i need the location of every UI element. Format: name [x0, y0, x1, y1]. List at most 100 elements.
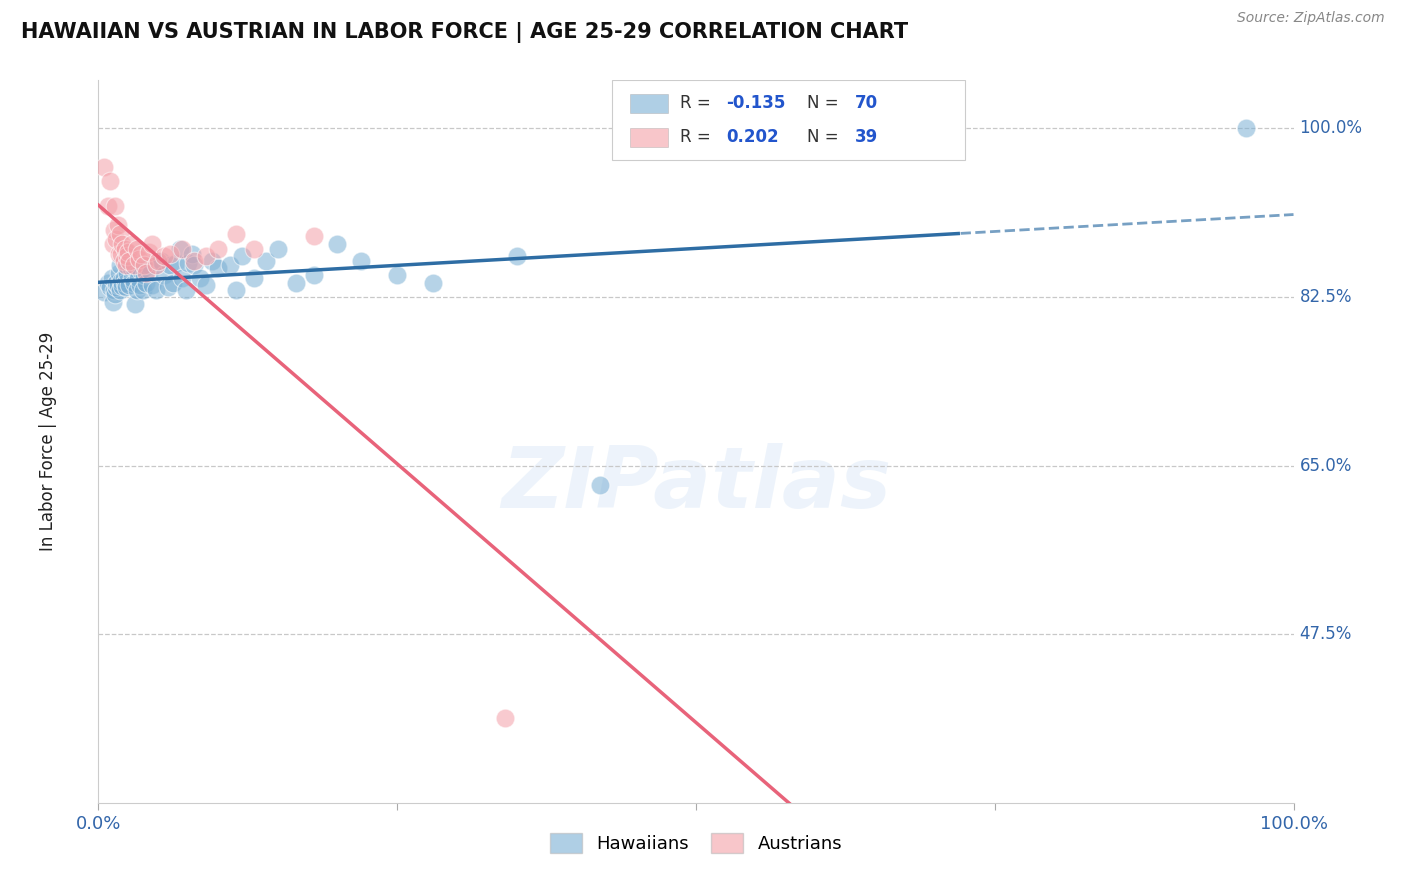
Point	[169, 242, 191, 256]
Point	[149, 254, 172, 268]
Point	[104, 287, 127, 301]
Point	[302, 268, 325, 282]
Point	[225, 283, 247, 297]
Point	[111, 279, 134, 293]
Point	[131, 264, 153, 278]
Point	[148, 254, 170, 268]
Point	[207, 242, 229, 256]
Point	[174, 283, 197, 297]
Point	[141, 237, 163, 252]
Point	[422, 276, 444, 290]
Point	[115, 280, 138, 294]
Point	[111, 237, 134, 252]
Point	[145, 283, 167, 297]
Point	[129, 277, 152, 292]
Point	[107, 266, 129, 280]
Point	[153, 249, 176, 263]
Point	[188, 270, 211, 285]
Point	[135, 276, 157, 290]
Point	[138, 244, 160, 259]
Point	[115, 254, 138, 268]
Point	[225, 227, 247, 242]
Text: N =: N =	[807, 128, 844, 146]
Text: 100.0%: 100.0%	[1299, 120, 1362, 137]
Point	[243, 242, 266, 256]
Point	[195, 249, 218, 263]
Point	[156, 280, 179, 294]
Text: Source: ZipAtlas.com: Source: ZipAtlas.com	[1237, 11, 1385, 25]
Point	[138, 258, 160, 272]
Point	[131, 283, 153, 297]
Point	[254, 254, 277, 268]
Point	[350, 254, 373, 268]
Point	[159, 246, 181, 260]
Point	[107, 277, 129, 292]
Point	[159, 258, 181, 272]
Point	[183, 254, 205, 268]
Point	[302, 229, 325, 244]
Point	[114, 276, 136, 290]
Point	[125, 283, 148, 297]
Point	[108, 283, 131, 297]
Point	[112, 270, 135, 285]
Point	[114, 242, 136, 256]
Point	[118, 254, 141, 268]
Point	[117, 246, 139, 260]
Text: HAWAIIAN VS AUSTRIAN IN LABOR FORCE | AGE 25-29 CORRELATION CHART: HAWAIIAN VS AUSTRIAN IN LABOR FORCE | AG…	[21, 22, 908, 44]
Text: 47.5%: 47.5%	[1299, 625, 1353, 643]
Point	[93, 160, 115, 174]
Point	[115, 266, 138, 280]
Point	[103, 283, 125, 297]
Text: R =: R =	[681, 95, 717, 112]
Text: 70: 70	[855, 95, 877, 112]
Text: 0.202: 0.202	[725, 128, 779, 146]
Point	[104, 198, 127, 212]
Point	[195, 277, 218, 292]
Point	[141, 277, 163, 292]
Point	[1234, 121, 1257, 136]
Point	[385, 268, 409, 282]
Point	[124, 276, 146, 290]
Point	[219, 258, 242, 272]
Point	[93, 285, 115, 300]
Point	[108, 258, 131, 272]
Point	[177, 256, 200, 270]
Point	[125, 242, 148, 256]
Point	[124, 261, 146, 276]
Point	[101, 294, 124, 309]
Point	[172, 270, 194, 285]
Point	[117, 244, 139, 259]
Point	[172, 242, 194, 256]
Point	[115, 258, 138, 272]
Point	[107, 246, 129, 260]
Point	[108, 227, 131, 242]
Point	[165, 256, 187, 270]
Point	[207, 261, 229, 276]
Point	[105, 280, 128, 294]
Point	[128, 252, 150, 266]
Point	[180, 246, 202, 260]
Text: 39: 39	[855, 128, 879, 146]
Point	[107, 218, 129, 232]
Point	[506, 249, 529, 263]
Point	[121, 237, 143, 252]
Point	[118, 277, 141, 292]
Point	[110, 274, 132, 288]
Point	[131, 246, 153, 260]
Point	[124, 297, 146, 311]
Point	[153, 268, 176, 282]
FancyBboxPatch shape	[630, 94, 668, 112]
Point	[267, 242, 290, 256]
Text: R =: R =	[681, 128, 717, 146]
Point	[326, 237, 349, 252]
Point	[132, 268, 155, 282]
Point	[243, 270, 266, 285]
Point	[101, 237, 124, 252]
Point	[494, 711, 516, 725]
Point	[103, 222, 125, 236]
Point	[183, 258, 205, 272]
Point	[110, 246, 132, 260]
Point	[115, 249, 138, 263]
Point	[97, 198, 120, 212]
Point	[139, 264, 162, 278]
